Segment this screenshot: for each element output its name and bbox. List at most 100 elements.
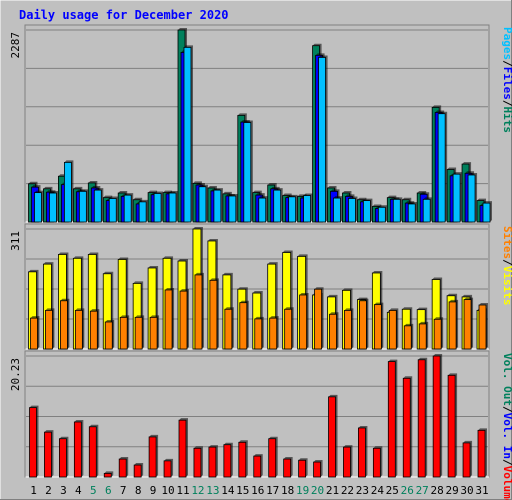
- x-tick-label-day-18: 18: [281, 484, 294, 497]
- bar-volume-day-17: [268, 436, 278, 478]
- legend-separator: /: [501, 259, 512, 266]
- bar-sites-day-28: [433, 317, 444, 350]
- legend-item-volume: Volume: [501, 466, 512, 500]
- x-tick-label-day-27: 27: [416, 484, 429, 497]
- bar-pages-day-3: [64, 160, 74, 223]
- legend-item-sites: Sites: [501, 226, 512, 259]
- bar-pages-day-15: [243, 120, 253, 223]
- x-tick-label-day-19: 19: [296, 484, 309, 497]
- bar-volume-day-25-face: [387, 361, 396, 478]
- bar-pages-day-6: [108, 196, 119, 223]
- bar-pages-day-16: [258, 196, 268, 223]
- bar-pages-day-14: [228, 193, 238, 223]
- bar-volume-day-25: [387, 359, 398, 478]
- bar-pages-day-12: [198, 184, 208, 223]
- y-max-label-visits-sites: 311: [9, 231, 22, 251]
- bar-pages-day-5-face: [93, 189, 102, 223]
- bar-pages-day-16-face: [258, 197, 267, 223]
- bar-sites-day-17-face: [269, 317, 278, 350]
- legend-item-pages: Pages: [501, 27, 512, 60]
- bar-sites-day-4-face: [74, 310, 83, 350]
- bar-pages-day-20: [318, 55, 328, 223]
- bar-pages-day-5: [93, 188, 104, 223]
- bar-sites-day-9-face: [149, 316, 158, 350]
- bar-volume-day-2: [44, 430, 54, 478]
- legend-item-visits: Visits: [501, 266, 512, 306]
- legend-item-files: Files: [501, 67, 512, 100]
- bar-volume-day-14: [223, 442, 233, 478]
- bar-pages-day-7-face: [123, 194, 132, 223]
- bar-pages-day-21: [333, 196, 343, 223]
- bar-pages-day-29-face: [452, 173, 461, 223]
- bar-pages-day-4: [78, 189, 89, 223]
- bar-sites-day-2-face: [45, 310, 53, 350]
- y-max-label-volume: 20.23: [9, 358, 22, 391]
- bar-sites-day-19: [299, 292, 309, 350]
- bar-pages-day-2-face: [49, 192, 57, 223]
- bar-volume-day-12: [193, 446, 203, 478]
- bar-sites-day-12: [194, 272, 204, 350]
- x-tick-label-day-21: 21: [326, 484, 339, 497]
- x-tick-label-day-31: 31: [475, 484, 488, 497]
- bar-sites-day-1: [30, 316, 40, 350]
- bar-pages-day-28: [437, 111, 448, 223]
- bar-volume-day-24-face: [372, 447, 381, 478]
- bar-pages-day-1: [34, 190, 44, 223]
- bar-volume-day-26: [402, 376, 413, 478]
- bar-pages-day-25: [392, 197, 403, 223]
- bar-sites-day-11-face: [179, 290, 188, 350]
- x-tick-label-day-23: 23: [356, 484, 369, 497]
- bar-sites-day-16: [254, 316, 264, 350]
- bar-sites-day-13: [209, 278, 219, 350]
- bar-sites-day-14: [224, 307, 234, 350]
- bar-pages-day-11-face: [183, 46, 192, 223]
- bar-sites-day-30: [463, 297, 474, 350]
- bar-volume-day-19: [298, 458, 308, 478]
- bar-sites-day-25: [388, 308, 399, 350]
- bar-sites-day-22: [344, 308, 354, 350]
- bar-pages-day-17: [273, 188, 283, 223]
- bar-volume-day-9-face: [148, 436, 157, 478]
- chart-title: Daily usage for December 2020: [19, 8, 229, 22]
- bar-pages-day-17-face: [273, 189, 282, 223]
- bar-sites-day-24-face: [373, 304, 382, 350]
- bar-sites-day-8-face: [134, 316, 143, 350]
- x-tick-label-day-3: 3: [60, 484, 67, 497]
- x-tick-label-day-22: 22: [341, 484, 354, 497]
- bar-volume-day-10-face: [163, 460, 172, 478]
- legend-item-hits: Hits: [501, 107, 512, 134]
- bar-pages-day-2: [49, 191, 59, 223]
- bar-pages-day-6-face: [108, 198, 117, 223]
- bar-pages-day-30-face: [467, 174, 476, 223]
- bar-pages-day-11: [183, 45, 193, 223]
- bar-volume-day-6-face: [103, 473, 112, 478]
- bar-sites-day-3-face: [60, 300, 68, 350]
- legend-panel-hits-pages-files: Pages/Files/Hits: [501, 27, 512, 133]
- chart-panels: [24, 24, 492, 478]
- x-tick-label-day-14: 14: [221, 484, 235, 497]
- bar-sites-day-3: [60, 298, 70, 350]
- bar-volume-day-29: [447, 373, 458, 478]
- bar-sites-day-5: [89, 309, 100, 350]
- bar-pages-day-10: [168, 191, 179, 223]
- bar-volume-day-8: [133, 463, 144, 478]
- bar-pages-day-1-face: [34, 192, 42, 223]
- bar-pages-day-27: [422, 197, 433, 223]
- bar-sites-day-6-face: [104, 321, 113, 350]
- bar-volume-day-23-face: [357, 427, 366, 478]
- bar-pages-day-13: [213, 188, 223, 223]
- bar-sites-day-22-face: [344, 310, 352, 350]
- x-tick-label-day-6: 6: [105, 484, 112, 497]
- bar-volume-day-4-face: [73, 421, 82, 478]
- bar-sites-day-21: [329, 312, 339, 350]
- bar-sites-day-20: [314, 287, 324, 350]
- bar-sites-day-28-face: [433, 318, 442, 350]
- x-tick-label-day-28: 28: [431, 484, 444, 497]
- bar-volume-day-20-face: [313, 461, 321, 478]
- x-tick-label-day-17: 17: [266, 484, 279, 497]
- bar-volume-day-1: [29, 405, 39, 478]
- bar-pages-day-10-face: [168, 192, 177, 223]
- bar-pages-day-9-face: [153, 193, 162, 223]
